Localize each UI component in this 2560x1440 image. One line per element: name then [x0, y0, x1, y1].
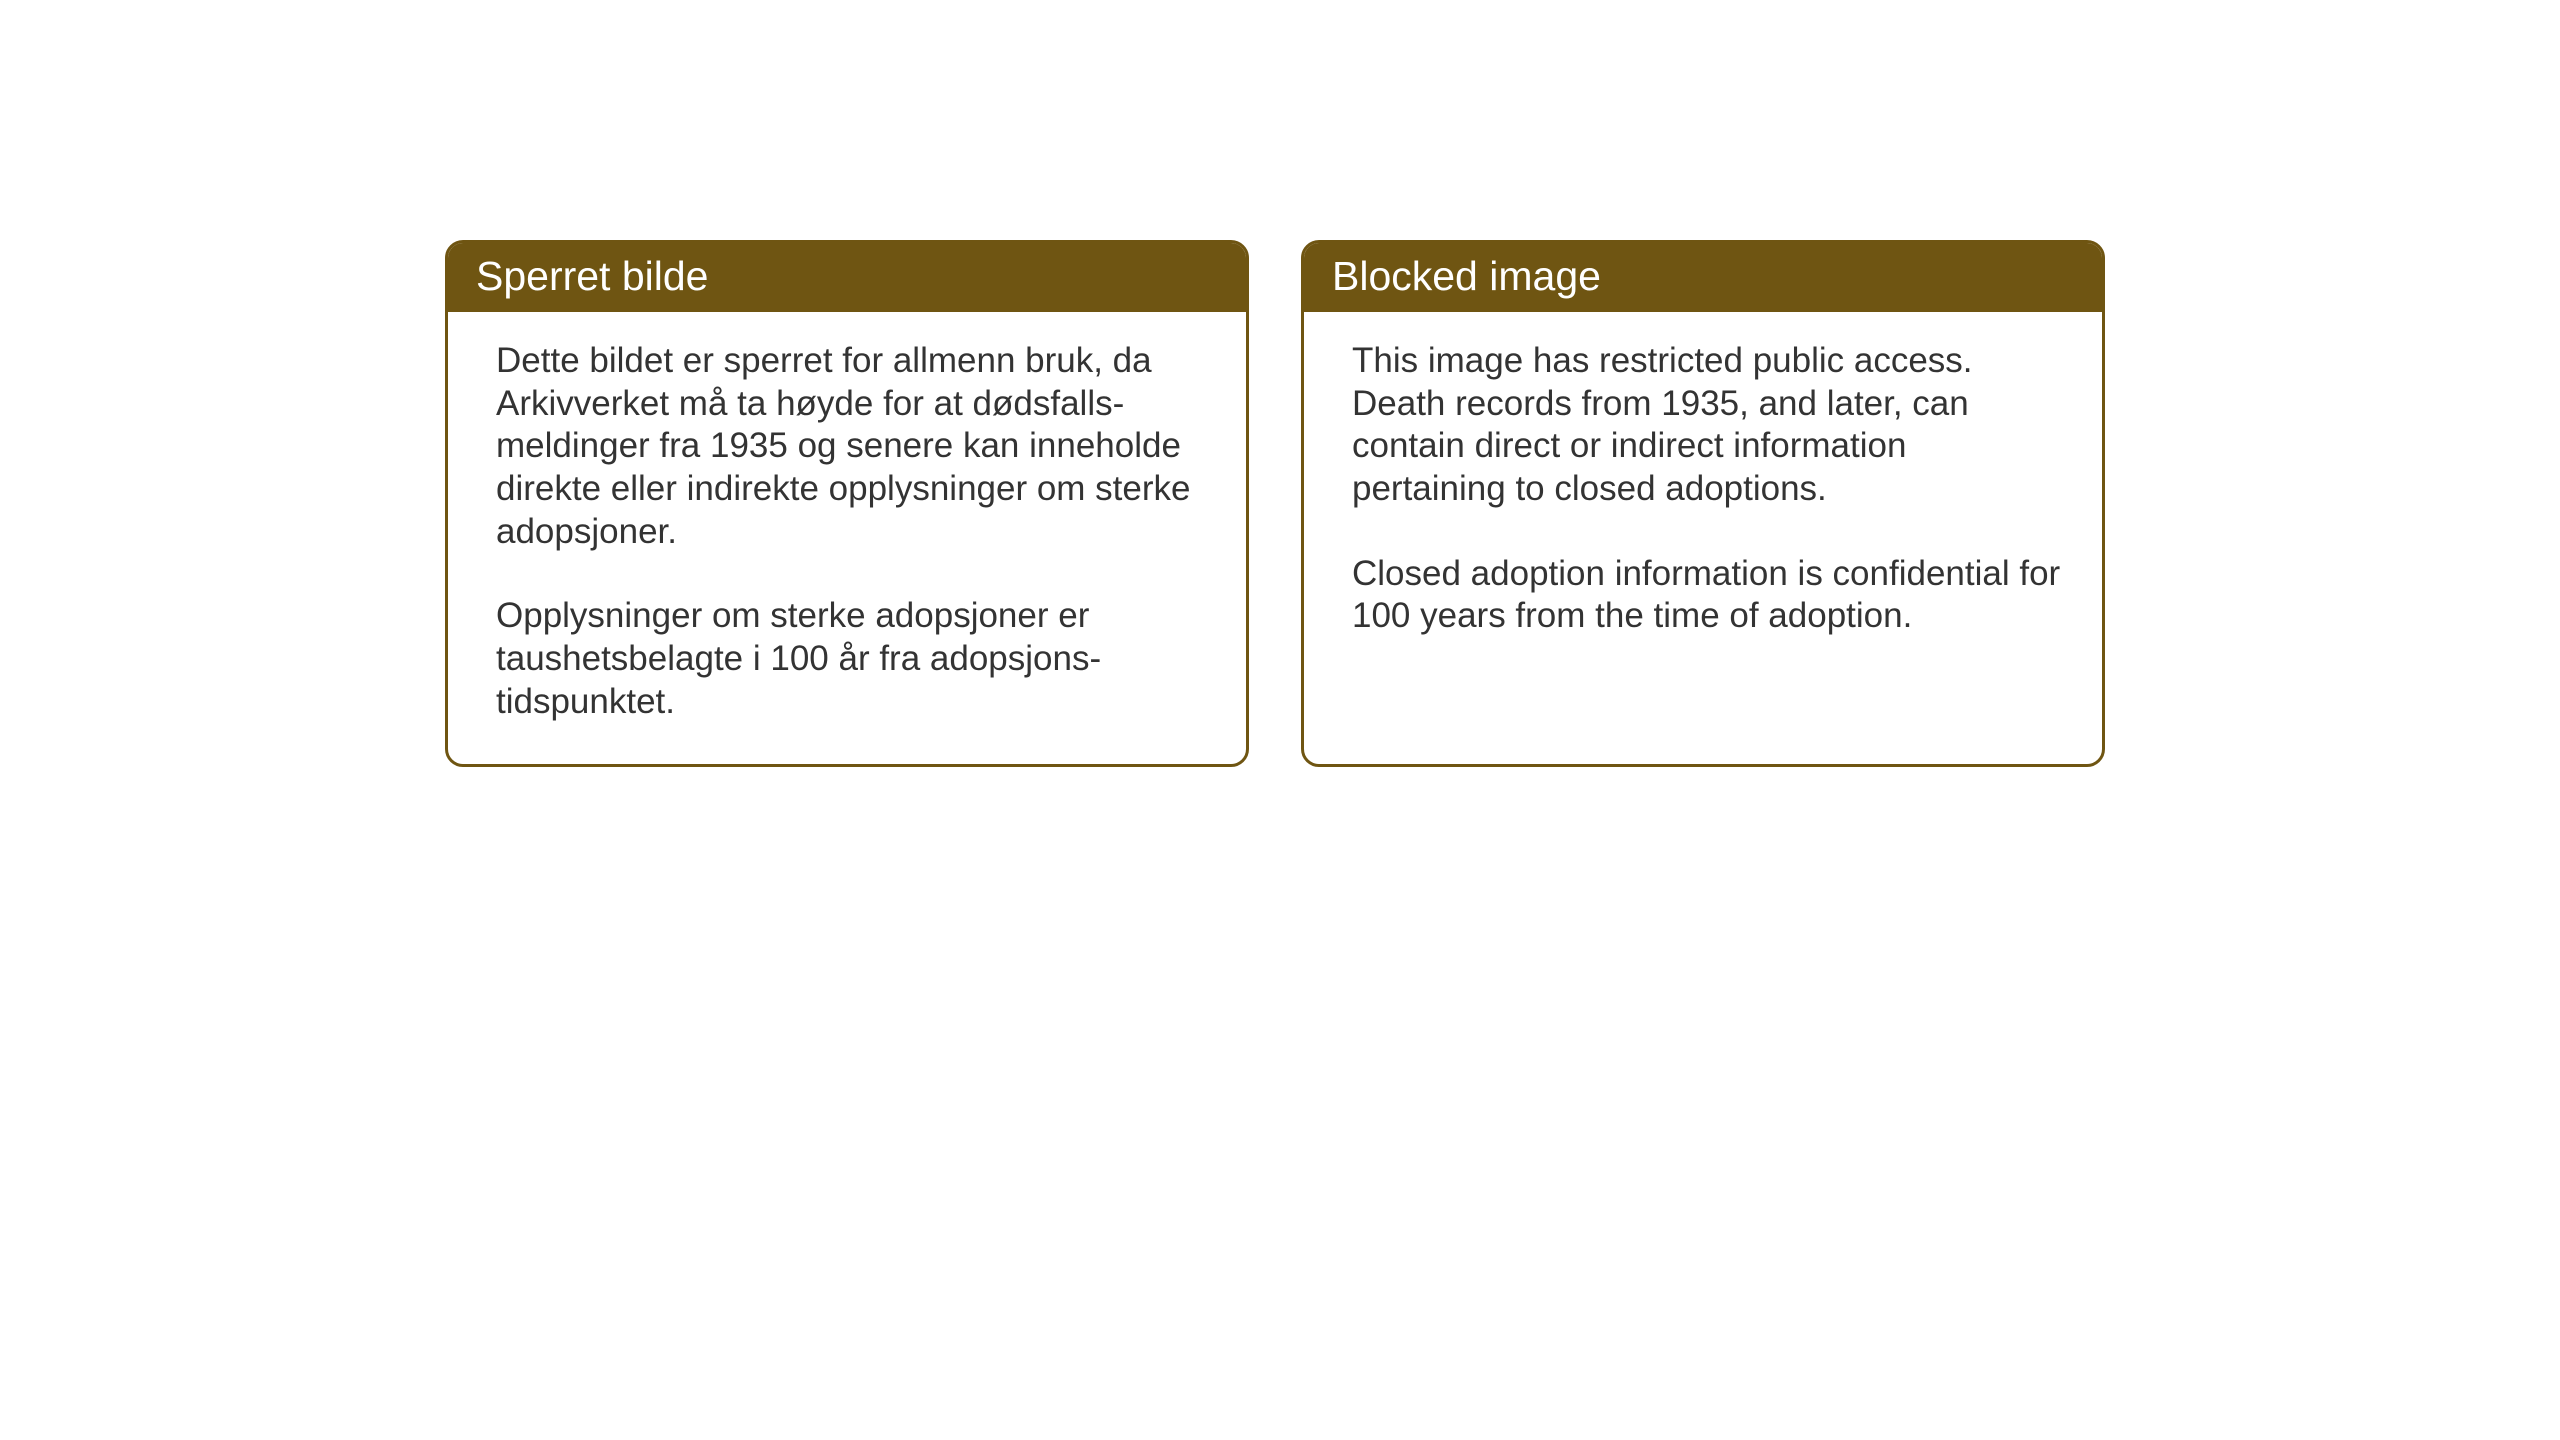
card-paragraph-norwegian-1: Dette bildet er sperret for allmenn bruk… [496, 340, 1206, 553]
notice-card-norwegian: Sperret bilde Dette bildet er sperret fo… [445, 240, 1249, 767]
card-paragraph-english-2: Closed adoption information is confident… [1352, 553, 2062, 638]
card-title-english: Blocked image [1332, 253, 1601, 299]
card-body-english: This image has restricted public access.… [1304, 312, 2102, 678]
card-body-norwegian: Dette bildet er sperret for allmenn bruk… [448, 312, 1246, 764]
card-paragraph-english-1: This image has restricted public access.… [1352, 340, 2062, 511]
card-paragraph-norwegian-2: Opplysninger om sterke adopsjoner er tau… [496, 595, 1206, 723]
card-header-norwegian: Sperret bilde [448, 243, 1246, 312]
card-title-norwegian: Sperret bilde [476, 253, 708, 299]
card-header-english: Blocked image [1304, 243, 2102, 312]
notice-container: Sperret bilde Dette bildet er sperret fo… [445, 240, 2105, 767]
notice-card-english: Blocked image This image has restricted … [1301, 240, 2105, 767]
